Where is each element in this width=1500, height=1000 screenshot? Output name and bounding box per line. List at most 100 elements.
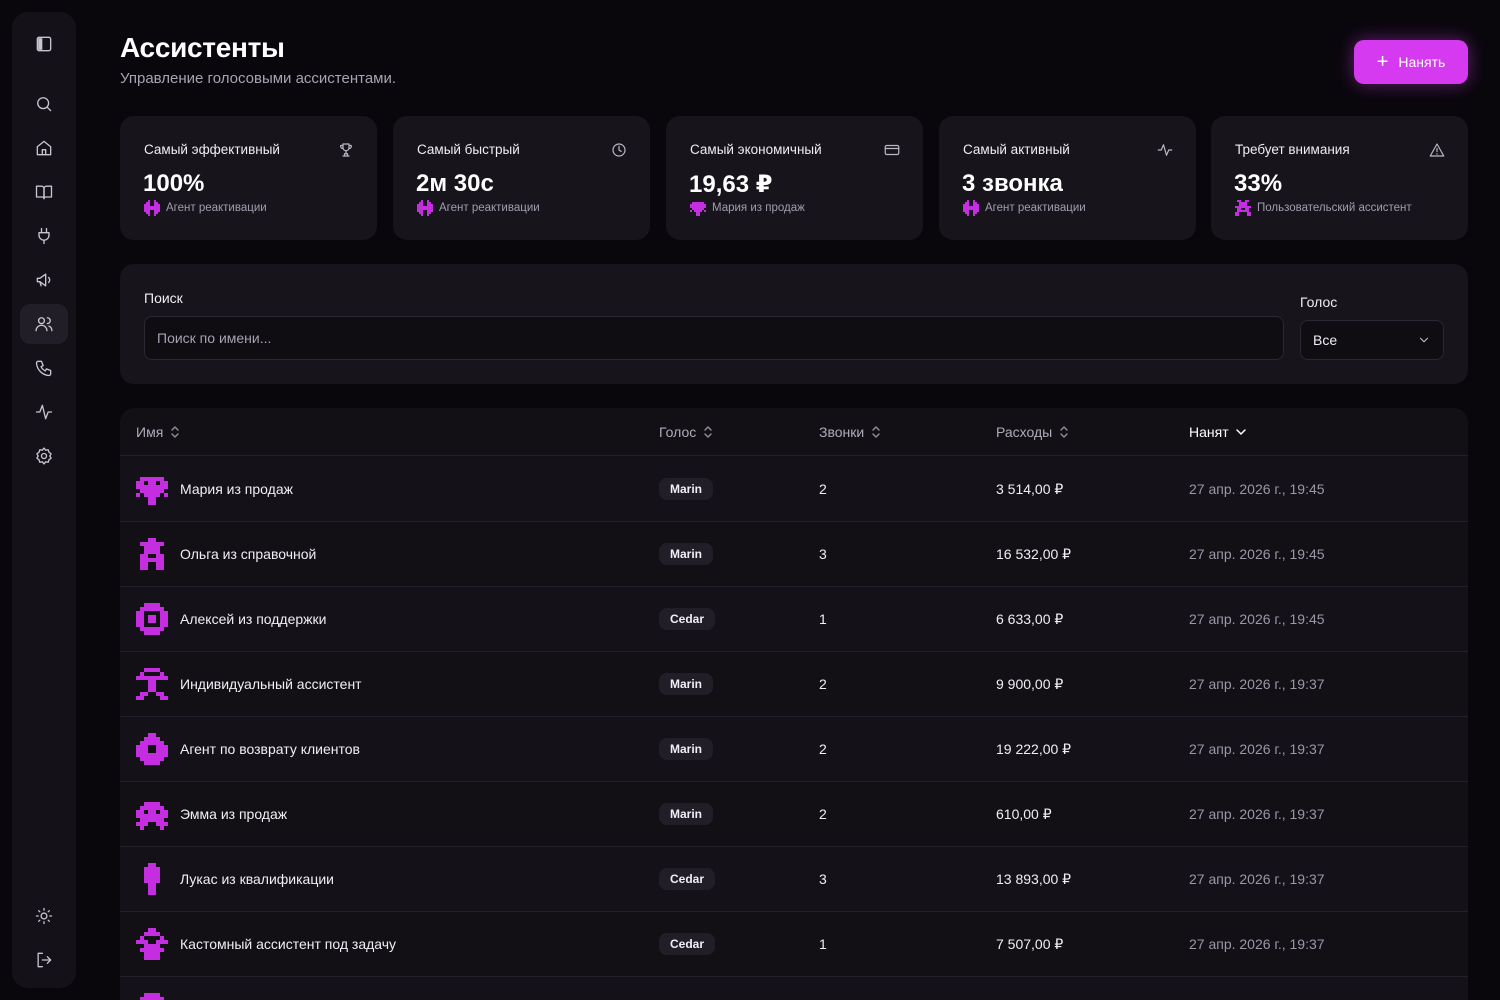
stat-card-most-active: Самый активный 3 звонка Агент реактиваци…: [939, 116, 1196, 240]
assistant-avatar-icon: [136, 603, 168, 635]
sidebar-item-settings[interactable]: [20, 436, 68, 476]
table-row[interactable]: Эмма из продаж Marin 2 610,00 ₽ 27 апр. …: [120, 782, 1468, 847]
cell-hired: 27 апр. 2026 г., 19:37: [1189, 676, 1325, 692]
assistant-name: Кастомный ассистент под задачу: [180, 936, 397, 952]
hire-button[interactable]: + Нанять: [1354, 40, 1468, 84]
assistant-avatar-icon: [963, 200, 979, 216]
stat-sub-label: Агент реактивации: [166, 202, 267, 214]
stat-card-fastest: Самый быстрый 2м 30с Агент реактивации: [393, 116, 650, 240]
cell-calls: 3: [819, 546, 827, 562]
table-row[interactable]: Алексей из поддержки Cedar 1 6 633,00 ₽ …: [120, 587, 1468, 652]
logout-icon: [37, 952, 52, 968]
cell-calls: 2: [819, 806, 827, 822]
sidebar: [12, 12, 76, 988]
table-row[interactable]: Кастомный ассистент под задачу Cedar 1 7…: [120, 912, 1468, 977]
voice-filter-label: Голос: [1300, 294, 1338, 310]
sidebar-item-assistants[interactable]: [20, 304, 68, 344]
cell-name: [136, 977, 168, 1000]
logout-button[interactable]: [20, 940, 68, 980]
sidebar-item-campaigns[interactable]: [20, 260, 68, 300]
cell-hired: 27 апр. 2026 г., 19:37: [1189, 741, 1325, 757]
stat-card-most-economical: Самый экономичный 19,63 ₽ Мария из прода…: [666, 116, 923, 240]
table-row[interactable]: Лукас из квалификации Cedar 3 13 893,00 …: [120, 847, 1468, 912]
sidebar-item-home[interactable]: [20, 128, 68, 168]
table-row[interactable]: [120, 977, 1468, 1000]
warning-icon: [1428, 141, 1446, 159]
cell-calls: 3: [819, 871, 827, 887]
stat-sub-label: Мария из продаж: [712, 202, 805, 214]
table-row[interactable]: Агент по возврату клиентов Marin 2 19 22…: [120, 717, 1468, 782]
cell-cost: 16 532,00 ₽: [996, 545, 1072, 562]
credit-card-icon: [883, 141, 901, 159]
assistant-avatar-icon: [1235, 200, 1251, 216]
sun-icon: [35, 907, 53, 925]
stat-assistant: Пользовательский ассистент: [1235, 200, 1412, 216]
settings-icon: [36, 447, 52, 465]
cell-voice: Cedar: [659, 847, 716, 911]
theme-toggle-button[interactable]: [20, 896, 68, 936]
stat-sub-label: Агент реактивации: [985, 202, 1086, 214]
sidebar-item-knowledge[interactable]: [20, 172, 68, 212]
sidebar-item-analytics[interactable]: [20, 392, 68, 432]
stat-sub-label: Пользовательский ассистент: [1257, 202, 1412, 214]
cell-cost: 13 893,00 ₽: [996, 870, 1072, 887]
cell-cost: 6 633,00 ₽: [996, 610, 1064, 627]
column-header-calls[interactable]: Звонки: [819, 424, 882, 440]
assistant-name: Эмма из продаж: [180, 806, 288, 822]
phone-icon: [35, 360, 52, 377]
home-icon: [36, 140, 52, 156]
assistant-name: Мария из продаж: [180, 481, 293, 497]
sidebar-item-integrations[interactable]: [20, 216, 68, 256]
chevron-down-icon: [1419, 337, 1429, 343]
table-row[interactable]: Мария из продаж Marin 2 3 514,00 ₽ 27 ап…: [120, 457, 1468, 522]
cell-name: Ольга из справочной: [136, 522, 316, 586]
sidebar-item-search[interactable]: [20, 84, 68, 124]
stat-card-needs-attention: Требует внимания 33% Пользовательский ас…: [1211, 116, 1468, 240]
stat-value: 2м 30с: [416, 170, 494, 197]
cell-hired: 27 апр. 2026 г., 19:45: [1189, 546, 1325, 562]
chevron-down-icon: [1235, 429, 1246, 435]
table-row[interactable]: Ольга из справочной Marin 3 16 532,00 ₽ …: [120, 522, 1468, 587]
cell-cost: 610,00 ₽: [996, 805, 1052, 822]
plug-icon: [38, 227, 50, 245]
cell-hired: 27 апр. 2026 г., 19:45: [1189, 611, 1325, 627]
voice-badge: Marin: [659, 673, 714, 695]
search-input[interactable]: [144, 316, 1284, 360]
clock-icon: [610, 141, 628, 159]
column-header-label: Расходы: [996, 424, 1053, 440]
assistant-name: Лукас из квалификации: [180, 871, 334, 887]
stat-assistant: Мария из продаж: [690, 200, 805, 216]
column-header-voice[interactable]: Голос: [659, 424, 714, 440]
voice-badge: Marin: [659, 803, 714, 825]
megaphone-icon: [36, 273, 51, 287]
cell-voice: Marin: [659, 717, 714, 781]
cell-voice: Marin: [659, 782, 714, 846]
column-header-label: Имя: [136, 424, 164, 440]
book-icon: [35, 185, 53, 200]
sort-icon: [704, 426, 712, 438]
sidebar-item-calls[interactable]: [20, 348, 68, 388]
voice-badge: Cedar: [659, 868, 716, 890]
column-header-label: Нанят: [1189, 424, 1229, 440]
assistant-avatar-icon: [144, 863, 160, 895]
sidebar-toggle-button[interactable]: [20, 24, 68, 64]
cell-name: Лукас из квалификации: [136, 847, 334, 911]
cell-voice: Marin: [659, 652, 714, 716]
voice-filter-select[interactable]: Все: [1300, 320, 1444, 360]
assistant-name: Индивидуальный ассистент: [180, 676, 362, 692]
cell-calls: 2: [819, 676, 827, 692]
column-header-name[interactable]: Имя: [136, 424, 181, 440]
assistant-avatar-icon: [136, 928, 168, 960]
cell-calls: 1: [819, 611, 827, 627]
assistant-name: Агент по возврату клиентов: [180, 741, 360, 757]
table-row[interactable]: Индивидуальный ассистент Marin 2 9 900,0…: [120, 652, 1468, 717]
plus-icon: +: [1376, 51, 1389, 73]
stat-value: 100%: [143, 170, 205, 197]
cell-calls: 2: [819, 741, 827, 757]
column-header-hired[interactable]: Нанят: [1189, 424, 1247, 440]
assistant-avatar-icon: [136, 668, 168, 700]
column-header-cost[interactable]: Расходы: [996, 424, 1070, 440]
cell-cost: 3 514,00 ₽: [996, 480, 1064, 497]
page-subtitle: Управление голосовыми ассистентами.: [120, 70, 397, 87]
sort-icon: [872, 426, 880, 438]
